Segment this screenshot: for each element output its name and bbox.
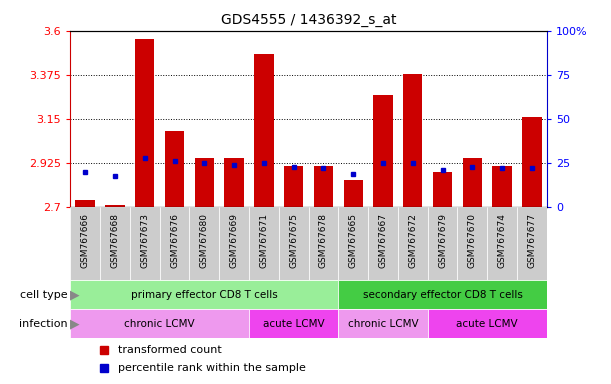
Bar bbox=[70, 309, 249, 338]
Bar bbox=[224, 158, 244, 207]
Bar bbox=[279, 207, 309, 280]
Bar bbox=[76, 200, 95, 207]
Bar bbox=[338, 309, 428, 338]
Bar bbox=[254, 54, 274, 207]
Text: infection: infection bbox=[18, 318, 67, 329]
Bar bbox=[338, 280, 547, 309]
Bar bbox=[458, 207, 488, 280]
Bar bbox=[165, 131, 184, 207]
Text: GSM767673: GSM767673 bbox=[141, 213, 149, 268]
Text: GSM767665: GSM767665 bbox=[349, 213, 357, 268]
Text: GSM767674: GSM767674 bbox=[498, 213, 507, 268]
Bar bbox=[284, 166, 303, 207]
Text: cell type: cell type bbox=[20, 290, 67, 300]
Bar bbox=[130, 207, 159, 280]
Bar bbox=[522, 117, 541, 207]
Bar bbox=[398, 207, 428, 280]
Bar bbox=[195, 158, 214, 207]
Bar bbox=[463, 158, 482, 207]
Bar bbox=[105, 205, 125, 207]
Text: GSM767676: GSM767676 bbox=[170, 213, 179, 268]
Bar bbox=[249, 309, 338, 338]
Bar bbox=[219, 207, 249, 280]
Bar bbox=[309, 207, 338, 280]
Text: GSM767678: GSM767678 bbox=[319, 213, 328, 268]
Bar bbox=[338, 207, 368, 280]
Bar bbox=[343, 180, 363, 207]
Text: transformed count: transformed count bbox=[118, 345, 222, 355]
Text: GSM767668: GSM767668 bbox=[111, 213, 119, 268]
Bar bbox=[428, 309, 547, 338]
Bar bbox=[135, 38, 155, 207]
Text: acute LCMV: acute LCMV bbox=[456, 318, 518, 329]
Text: GSM767677: GSM767677 bbox=[527, 213, 536, 268]
Text: GSM767679: GSM767679 bbox=[438, 213, 447, 268]
Text: chronic LCMV: chronic LCMV bbox=[348, 318, 419, 329]
Bar bbox=[433, 172, 452, 207]
Bar bbox=[492, 166, 512, 207]
Bar bbox=[159, 207, 189, 280]
Bar bbox=[517, 207, 547, 280]
Bar bbox=[70, 280, 338, 309]
Bar bbox=[249, 207, 279, 280]
Text: GSM767671: GSM767671 bbox=[260, 213, 268, 268]
Bar bbox=[314, 166, 333, 207]
Text: GSM767666: GSM767666 bbox=[81, 213, 90, 268]
Title: GDS4555 / 1436392_s_at: GDS4555 / 1436392_s_at bbox=[221, 13, 397, 27]
Bar bbox=[368, 207, 398, 280]
Text: primary effector CD8 T cells: primary effector CD8 T cells bbox=[131, 290, 277, 300]
Bar bbox=[189, 207, 219, 280]
Text: GSM767667: GSM767667 bbox=[379, 213, 387, 268]
Bar bbox=[488, 207, 517, 280]
Text: ▶: ▶ bbox=[70, 317, 79, 330]
Bar bbox=[428, 207, 458, 280]
Text: acute LCMV: acute LCMV bbox=[263, 318, 324, 329]
Text: chronic LCMV: chronic LCMV bbox=[124, 318, 195, 329]
Text: GSM767669: GSM767669 bbox=[230, 213, 238, 268]
Text: percentile rank within the sample: percentile rank within the sample bbox=[118, 363, 306, 373]
Text: secondary effector CD8 T cells: secondary effector CD8 T cells bbox=[363, 290, 522, 300]
Bar bbox=[373, 96, 393, 207]
Text: GSM767672: GSM767672 bbox=[408, 213, 417, 268]
Bar bbox=[70, 207, 100, 280]
Bar bbox=[100, 207, 130, 280]
Text: GSM767670: GSM767670 bbox=[468, 213, 477, 268]
Text: GSM767675: GSM767675 bbox=[289, 213, 298, 268]
Text: GSM767680: GSM767680 bbox=[200, 213, 209, 268]
Text: ▶: ▶ bbox=[70, 288, 79, 301]
Bar bbox=[403, 74, 422, 207]
